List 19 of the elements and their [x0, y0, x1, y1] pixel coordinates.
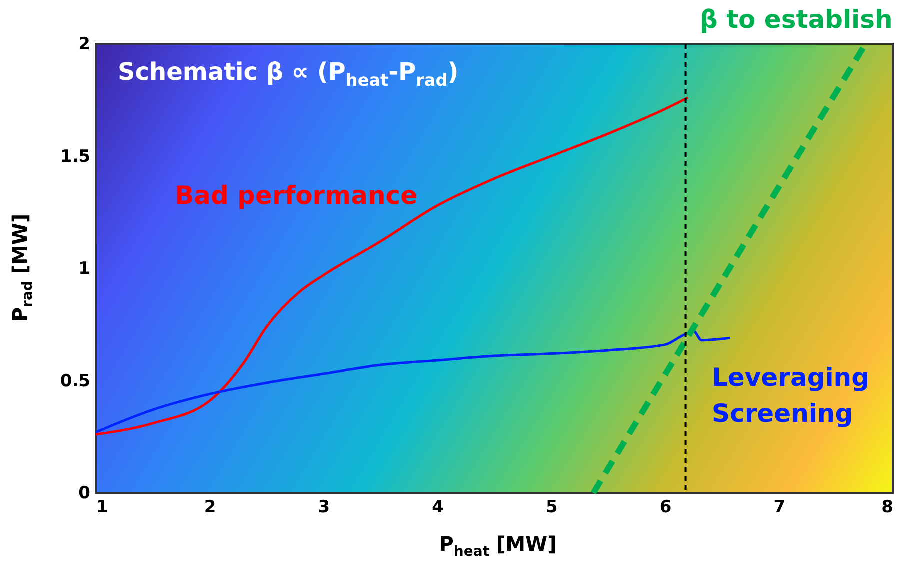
x-tick-label: 6 — [660, 498, 672, 518]
y-tick-label: 2 — [78, 34, 90, 54]
x-tick-label: 4 — [432, 498, 444, 518]
line-series — [94, 96, 690, 436]
x-axis-title: P$_{heat}$ [MW] — [438, 532, 558, 560]
x-tick-label: 7 — [774, 498, 786, 518]
x-tick-label: 8 — [882, 498, 894, 518]
x-tick-label: 1 — [96, 498, 108, 518]
series-label: β to establish — [700, 4, 893, 36]
series-label: Leveraging Screening — [712, 362, 870, 430]
y-tick-label: 1 — [78, 259, 90, 279]
y-tick-label: 1.5 — [60, 146, 90, 167]
x-tick-label: 3 — [318, 498, 330, 518]
x-tick-label: 2 — [204, 498, 216, 518]
x-tick-label: 5 — [546, 498, 558, 518]
y-tick-label: 0.5 — [60, 371, 90, 392]
y-tick-label: 0 — [78, 484, 91, 504]
text: Schematic β ∝ (P$_{heat}$-P$_{rad}$) — [118, 58, 459, 90]
series-label: Bad performance — [175, 180, 418, 212]
